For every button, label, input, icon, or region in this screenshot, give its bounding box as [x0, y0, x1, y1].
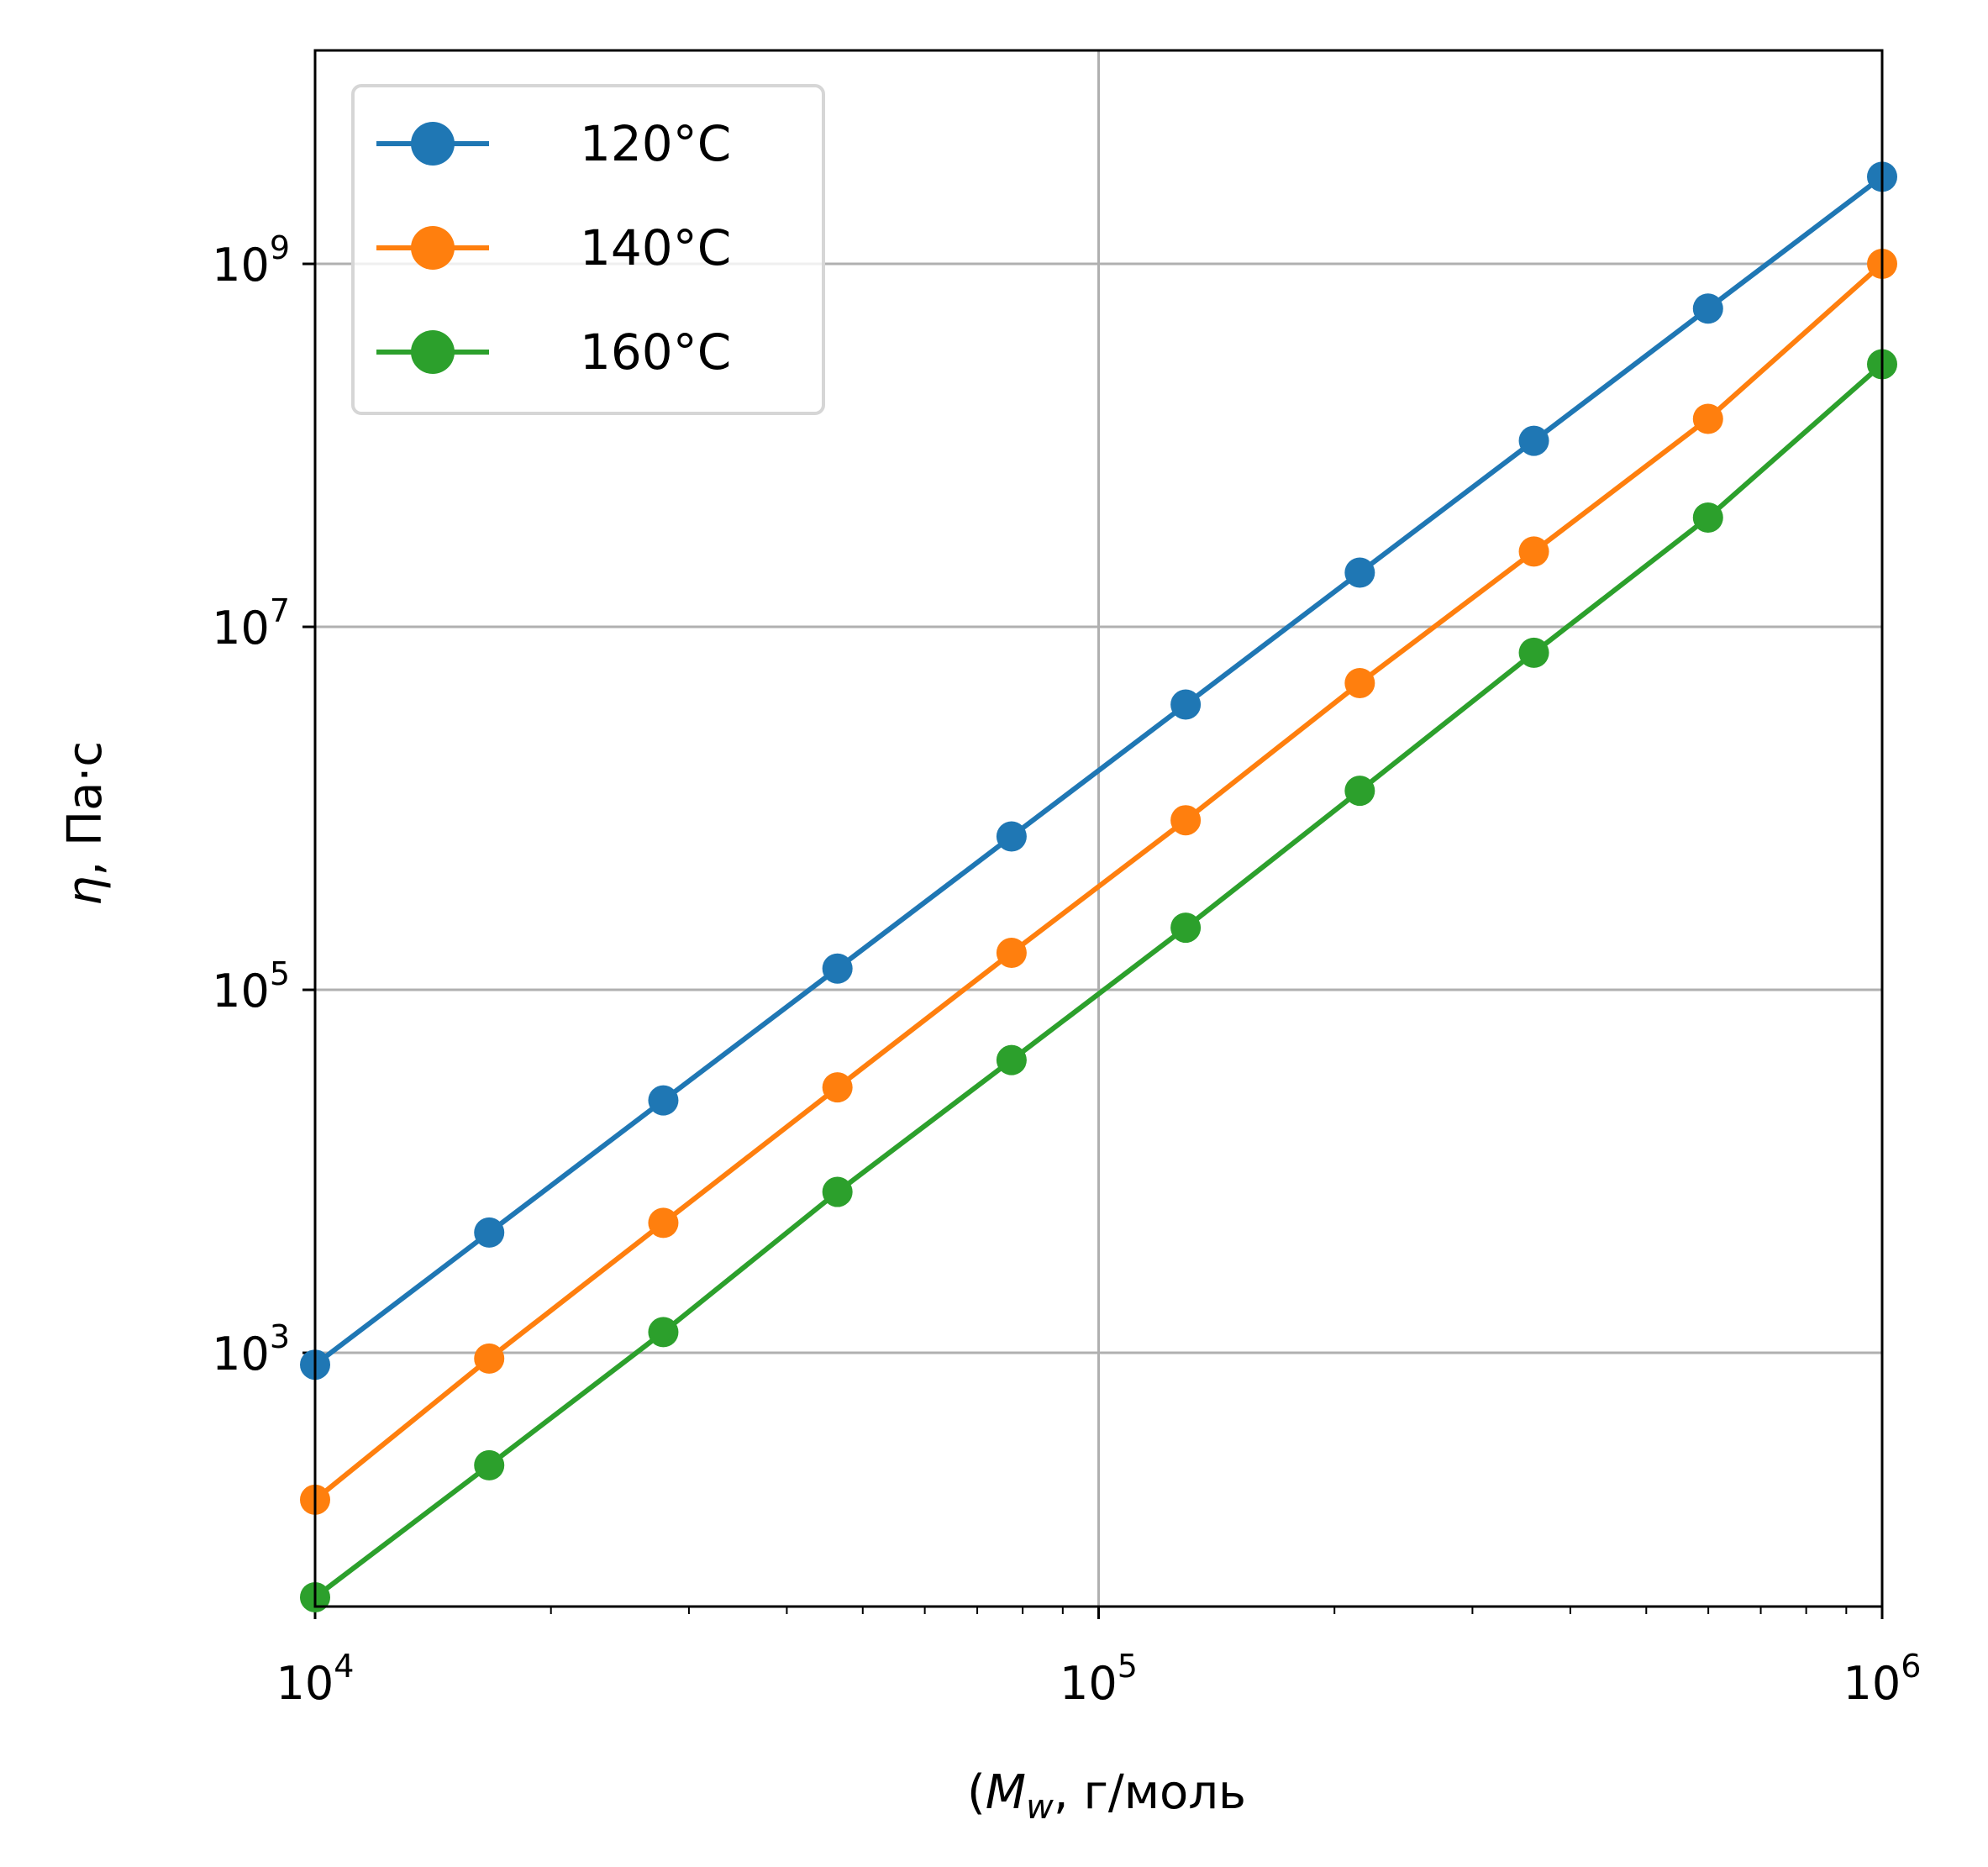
- data-point: [1692, 403, 1723, 434]
- data-point: [1170, 805, 1202, 836]
- data-point: [1344, 667, 1375, 698]
- x-tick-label: 106: [1843, 1648, 1922, 1710]
- data-point: [648, 1085, 679, 1116]
- data-point: [1692, 293, 1723, 324]
- data-point: [1170, 689, 1202, 720]
- data-point: [822, 1176, 853, 1207]
- plot-frame: [313, 49, 1884, 1608]
- series-layer: [300, 161, 1897, 1612]
- y-tick-label: 107: [212, 592, 290, 655]
- y-tick-label: 105: [212, 955, 290, 1018]
- data-point: [474, 1449, 505, 1480]
- x-tick-label: 104: [276, 1648, 355, 1710]
- data-point: [1170, 912, 1202, 944]
- series-3: [300, 349, 1897, 1612]
- series-1: [300, 161, 1897, 1381]
- legend-label: 120°C: [580, 115, 731, 172]
- series-line: [313, 362, 1884, 1600]
- data-point: [1518, 637, 1549, 668]
- data-point: [1692, 502, 1723, 533]
- data-point: [648, 1207, 679, 1239]
- data-point: [474, 1217, 505, 1248]
- data-point: [822, 953, 853, 984]
- y-tick-label: 103: [212, 1318, 290, 1381]
- legend: 120°C 140°C 160°C: [351, 84, 825, 415]
- data-point: [1518, 536, 1549, 567]
- y-axis-label: η, Па·с: [58, 741, 113, 906]
- data-point: [996, 937, 1027, 968]
- legend-label: 140°C: [580, 219, 731, 276]
- legend-box: [351, 84, 825, 415]
- tick-labels: 104 105 106 103 105 107 109: [212, 229, 1921, 1710]
- x-axis-label: (Mw, г/моль: [967, 1765, 1246, 1827]
- data-point: [1344, 776, 1375, 807]
- data-point: [822, 1072, 853, 1103]
- legend-marker: [411, 122, 455, 166]
- data-point: [648, 1317, 679, 1348]
- legend-marker: [411, 226, 455, 270]
- x-tick-label: 105: [1060, 1648, 1138, 1710]
- data-point: [1518, 425, 1549, 456]
- series-2: [300, 249, 1897, 1515]
- data-point: [1344, 557, 1375, 588]
- legend-marker: [411, 330, 455, 374]
- series-line: [313, 175, 1884, 1367]
- y-tick-label: 109: [212, 229, 290, 292]
- series-line: [313, 261, 1884, 1502]
- data-point: [996, 821, 1027, 852]
- data-point: [996, 1044, 1027, 1075]
- legend-label: 160°C: [580, 323, 731, 381]
- data-point: [474, 1343, 505, 1374]
